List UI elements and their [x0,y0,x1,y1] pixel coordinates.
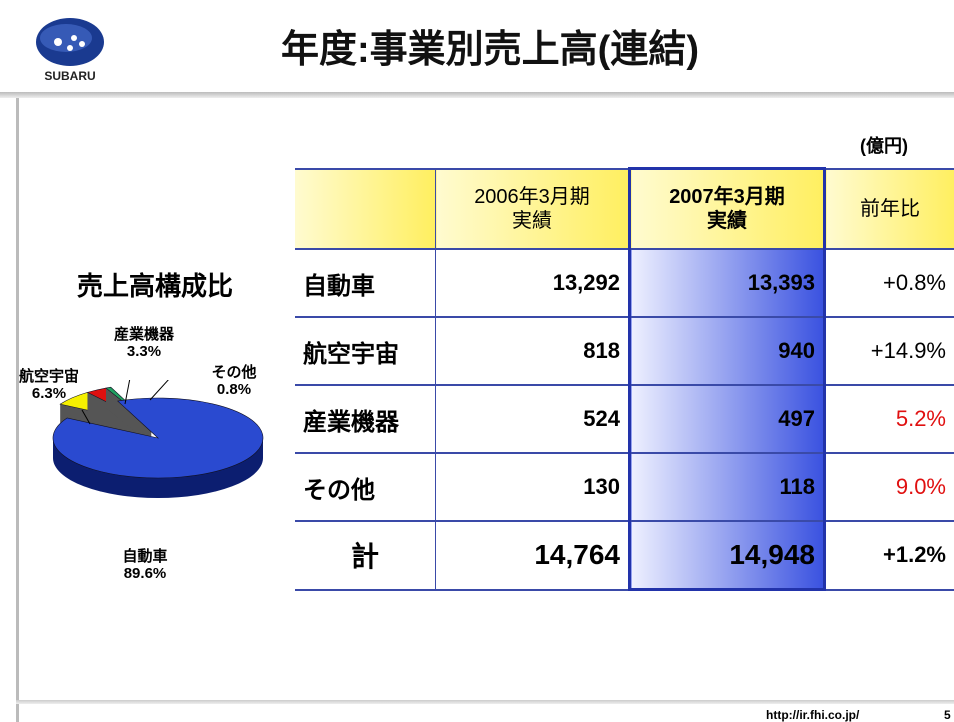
pie-label: その他 0.8% [196,364,272,398]
cell: 497 [628,384,826,454]
row-head: 計 [295,520,436,591]
cell: 9.0% [824,452,954,522]
label: 航空宇宙 [18,368,79,385]
cell: 118 [628,452,826,522]
title: 年度:事業別売上高(連結) [281,29,699,71]
pie-chart [52,380,264,498]
value-label: 3.3% [126,343,162,360]
cell: 13,292 [435,248,630,318]
label: 産業機器 [113,326,174,343]
col-head: 前年比 [824,167,954,250]
pie-title: 売上高構成比 [76,271,233,301]
unit: (億円) [860,136,908,156]
sales-table: 2006年3月期 実績 2007年3月期 実績 前年比 自動車 13,292 13,39… [295,167,954,591]
cell: 5.2% [824,384,954,454]
cell: 524 [435,384,630,454]
slice-side [106,388,152,445]
col-head: 2006年3月期 実績 [435,167,630,250]
header-rule [0,92,954,98]
footer-rule [16,700,954,704]
pie-label: 産業機器 3.3% [104,326,184,360]
leader [81,409,91,425]
value-label: 6.3% [31,385,67,402]
cell: +1.2% [824,520,954,591]
value-label: 0.8% [216,381,252,398]
leader [149,380,169,401]
pie-label: 航空宇宙 6.3% [14,368,84,402]
label: 自動車 [122,548,168,565]
page-number: 5 [944,708,951,722]
row-head: 自動車 [295,248,436,318]
cell: 14,764 [435,520,630,591]
col-head: 2007年3月期 実績 [628,167,826,250]
label: その他 [211,364,257,381]
cell: 130 [435,452,630,522]
footer-url: http://ir.fhi.co.jp/ [766,708,860,722]
row-head: 産業機器 [295,384,436,454]
pie-label: 自動車 89.6% [90,548,200,582]
cell: 818 [435,316,630,386]
cell: 13,393 [628,248,826,318]
logo-text: SUBARU [44,69,95,83]
row-head: その他 [295,452,436,522]
cell: +14.9% [824,316,954,386]
left-rule [16,98,19,722]
logo: SUBARU [36,18,104,83]
leader [124,380,131,405]
cell: 940 [628,316,826,386]
cell: 14,948 [628,520,826,591]
pie-slice [52,397,264,479]
row-head: 航空宇宙 [295,316,436,386]
value-label: 89.6% [123,565,167,582]
cell: +0.8% [824,248,954,318]
